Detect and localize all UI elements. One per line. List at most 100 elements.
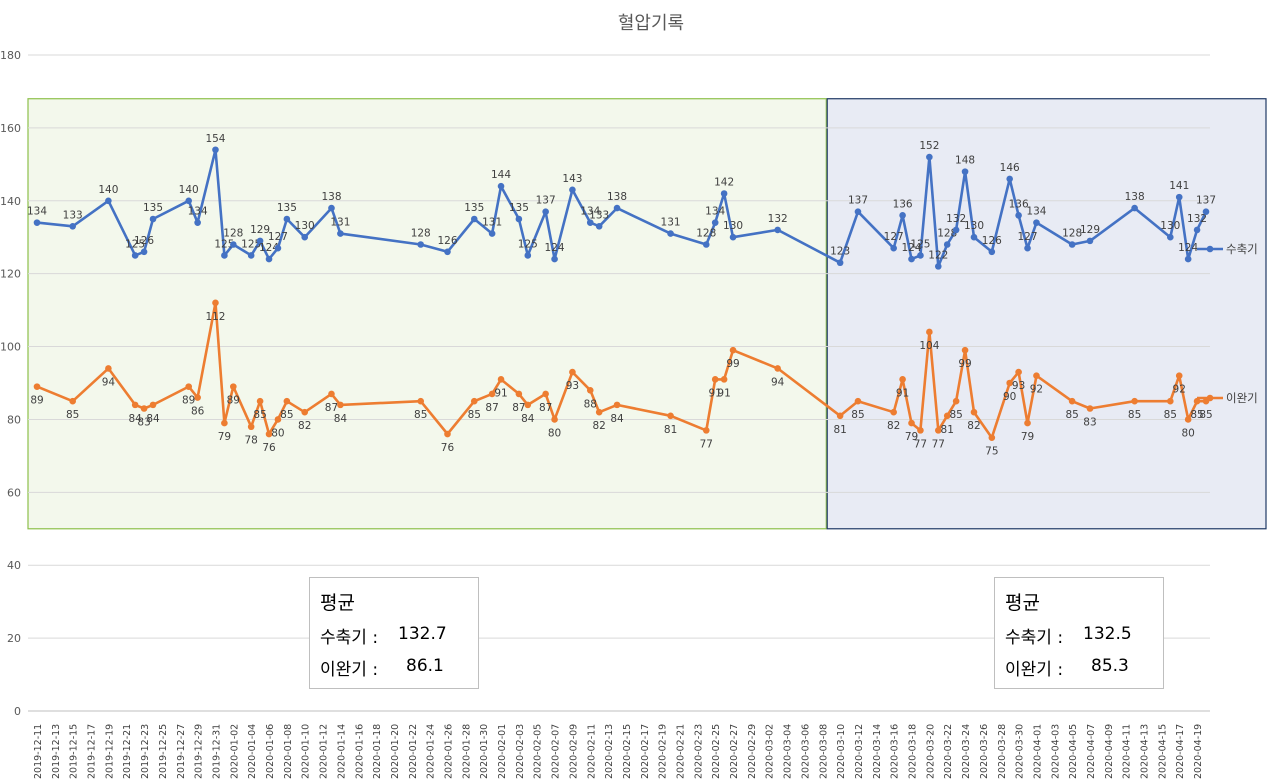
data-point <box>854 397 862 405</box>
x-tick-label: 2020-01-02 <box>229 724 240 779</box>
data-label: 85 <box>949 409 962 421</box>
x-tick-label: 2020-01-10 <box>301 724 312 779</box>
y-tick-label: 180 <box>0 49 21 62</box>
y-tick-label: 140 <box>0 195 21 208</box>
data-point <box>774 365 781 372</box>
x-tick-label: 2019-12-17 <box>87 724 98 779</box>
x-tick-label: 2020-04-19 <box>1193 724 1204 779</box>
data-point <box>908 419 915 427</box>
data-point <box>515 215 523 223</box>
data-label: 130 <box>964 220 984 232</box>
data-label: 77 <box>932 438 945 450</box>
data-point <box>131 401 139 409</box>
data-label: 130 <box>1160 220 1180 232</box>
data-point <box>569 368 576 376</box>
x-tick-label: 2020-01-28 <box>461 724 472 779</box>
data-label: 152 <box>919 140 939 152</box>
data-label: 93 <box>566 380 579 392</box>
data-label: 89 <box>30 395 43 407</box>
data-point <box>185 383 193 390</box>
x-tick-label: 2020-02-15 <box>622 724 633 779</box>
data-point <box>1015 212 1022 219</box>
summary-title: 평균 <box>1005 592 1040 614</box>
data-label: 80 <box>1181 427 1194 439</box>
data-point <box>943 241 951 248</box>
data-point <box>301 408 309 416</box>
data-point <box>488 230 496 237</box>
data-point <box>667 230 674 237</box>
x-tick-label: 2020-02-17 <box>640 724 651 779</box>
data-label: 130 <box>295 220 315 232</box>
diastolic-average: 86.1 <box>406 656 444 676</box>
data-point <box>970 233 978 241</box>
data-point <box>33 219 41 226</box>
legend-swatch-marker <box>1206 245 1214 253</box>
data-label: 132 <box>946 213 966 225</box>
systolic-average: 132.7 <box>398 624 447 644</box>
data-label: 144 <box>491 169 511 181</box>
data-point <box>328 390 335 398</box>
chart-title: 혈압기록 <box>618 13 684 34</box>
data-label: 89 <box>227 395 240 407</box>
x-tick-label: 2020-03-22 <box>943 724 954 779</box>
data-point <box>917 252 924 259</box>
data-point <box>470 397 478 405</box>
data-point <box>131 252 139 259</box>
data-label: 76 <box>262 442 276 454</box>
data-point <box>988 248 996 256</box>
data-label: 85 <box>1065 409 1078 421</box>
x-tick-label: 2019-12-29 <box>194 724 205 779</box>
data-point <box>569 186 576 194</box>
data-label: 78 <box>244 435 257 447</box>
data-label: 141 <box>1169 180 1189 192</box>
data-label: 132 <box>1187 213 1207 225</box>
x-tick-label: 2020-03-10 <box>836 724 847 779</box>
data-point <box>212 299 219 307</box>
y-tick-label: 0 <box>14 705 21 718</box>
data-label: 137 <box>1196 195 1216 207</box>
x-tick-label: 2019-12-21 <box>122 724 133 779</box>
data-label: 140 <box>179 184 199 196</box>
data-point <box>890 408 897 416</box>
x-tick-label: 2020-04-09 <box>1104 724 1115 779</box>
data-label: 85 <box>414 409 427 421</box>
data-label: 128 <box>696 228 716 240</box>
data-point <box>774 226 781 234</box>
legend-swatch-marker <box>1206 394 1214 402</box>
data-point <box>185 197 193 205</box>
data-label: 131 <box>482 217 502 229</box>
diastolic-label: 이완기 : <box>1005 660 1064 680</box>
data-point <box>926 153 933 161</box>
data-label: 83 <box>137 417 150 429</box>
data-label: 124 <box>545 242 565 254</box>
data-label: 94 <box>102 376 116 388</box>
data-point <box>515 390 523 398</box>
y-tick-label: 100 <box>0 341 21 354</box>
data-point <box>1024 244 1031 252</box>
x-tick-label: 2019-12-23 <box>140 724 151 779</box>
data-label: 125 <box>910 238 930 250</box>
highlight-region <box>27 98 827 530</box>
data-point <box>961 346 969 354</box>
data-point <box>952 397 960 405</box>
data-label: 134 <box>705 206 725 218</box>
data-label: 84 <box>146 413 160 425</box>
data-point <box>720 190 728 197</box>
data-label: 85 <box>66 409 79 421</box>
data-point <box>256 397 264 405</box>
data-label: 128 <box>937 228 957 240</box>
data-label: 135 <box>509 202 529 214</box>
data-label: 87 <box>485 402 498 414</box>
data-label: 81 <box>941 424 954 436</box>
data-point <box>497 376 505 383</box>
x-tick-label: 2020-03-02 <box>765 724 776 779</box>
data-label: 79 <box>218 431 231 443</box>
x-tick-label: 2020-03-24 <box>961 724 972 779</box>
data-label: 84 <box>521 413 535 425</box>
data-point <box>586 386 594 394</box>
data-label: 134 <box>188 206 208 218</box>
data-label: 90 <box>1003 391 1016 403</box>
data-label: 94 <box>771 376 785 388</box>
data-label: 87 <box>512 402 525 414</box>
data-label: 131 <box>330 217 350 229</box>
